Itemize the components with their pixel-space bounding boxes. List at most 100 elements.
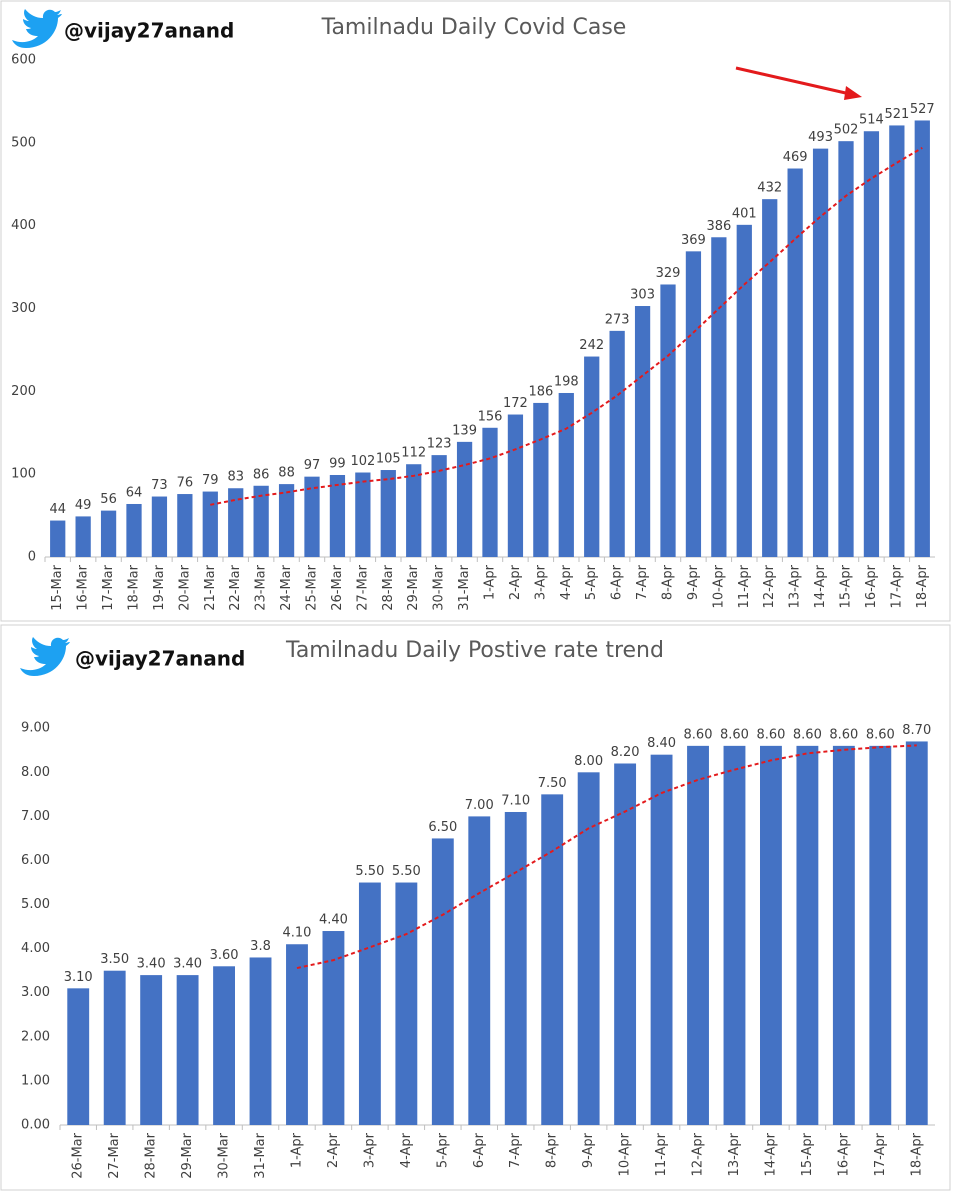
bar [482,427,498,557]
data-label: 3.8 [250,939,271,954]
bar [687,745,709,1125]
x-tick-label: 21-Mar [203,564,218,610]
bar [380,470,396,557]
x-tick-label: 15-Apr [800,1132,815,1176]
x-tick-label: 12-Apr [762,564,777,608]
handle: @vijay27anand [75,647,245,671]
bar [736,224,752,558]
x-tick-label: 11-Apr [737,564,752,608]
bar [151,496,168,557]
data-label: 49 [75,498,92,513]
bar [67,988,90,1125]
data-label: 139 [452,423,477,438]
x-tick-label: 17-Apr [873,1132,888,1176]
annotation-arrow [735,66,862,100]
data-label: 76 [177,476,194,491]
x-tick-label: 17-Apr [889,564,904,608]
bar [329,474,346,557]
x-tick-label: 2-Apr [326,1132,341,1168]
bar [812,148,829,558]
bar [253,485,269,557]
x-tick-label: 9-Apr [581,1132,596,1168]
bar [614,763,637,1125]
x-tick-label: 18-Mar [127,564,142,610]
y-tick-label: 9.00 [21,721,50,736]
data-label: 64 [126,485,143,500]
data-label: 8.00 [574,754,603,769]
data-label: 73 [151,478,168,493]
x-tick-label: 19-Mar [152,564,167,610]
x-tick-label: 8-Apr [545,1132,560,1168]
data-label: 44 [49,502,66,517]
x-tick-label: 10-Apr [711,564,726,608]
bar [176,975,199,1125]
bar [889,125,905,558]
data-label: 369 [681,233,706,248]
bar [796,745,819,1125]
data-label: 8.60 [756,727,785,742]
y-tick-label: 500 [11,135,36,150]
y-tick-label: 6.00 [21,853,50,868]
bar [787,168,803,558]
x-tick-label: 13-Apr [788,564,803,608]
twitter-logo [20,637,70,676]
y-tick-label: 200 [11,384,36,399]
y-tick-label: 300 [11,301,36,316]
chart-title: Tamilnadu Daily Covid Case [321,15,627,40]
bar [213,966,235,1125]
y-tick-label: 8.00 [21,765,50,780]
x-tick-label: 22-Mar [228,564,243,610]
data-label: 493 [808,130,833,145]
data-label: 3.40 [137,957,166,972]
data-label: 8.60 [720,727,749,742]
data-label: 8.20 [611,745,640,760]
bar [140,975,163,1125]
data-label: 8.60 [866,727,895,742]
twitter-logo [12,9,62,48]
x-tick-label: 30-Mar [217,1132,232,1178]
data-label: 105 [376,452,401,467]
data-label: 198 [554,374,579,389]
bar [322,931,345,1125]
data-label: 386 [706,219,731,234]
x-tick-label: 26-Mar [71,1132,86,1178]
bar [355,472,371,557]
y-tick-label: 0 [28,550,36,565]
x-tick-label: 28-Mar [381,564,396,610]
trendline [296,744,917,970]
bar [177,494,193,557]
y-tick-label: 600 [11,53,36,68]
chart-title: Tamilnadu Daily Postive rate trend [285,638,664,663]
bar [431,838,454,1125]
data-label: 172 [503,396,528,411]
bar [406,464,422,557]
x-tick-label: 29-Mar [406,564,421,610]
bar [50,520,66,557]
data-label: 79 [202,473,219,488]
y-tick-label: 2.00 [21,1029,50,1044]
x-tick-label: 4-Apr [399,1132,414,1168]
bar [760,745,782,1125]
y-tick-label: 400 [11,218,36,233]
trendline [210,146,923,506]
bar [533,402,549,557]
data-label: 83 [227,470,244,485]
data-label: 329 [656,266,681,281]
data-label: 8.70 [902,723,931,738]
data-label: 97 [304,458,321,473]
data-label: 432 [757,181,782,196]
x-tick-label: 26-Mar [330,564,345,610]
bar [634,306,651,557]
x-tick-label: 20-Mar [177,564,192,610]
bar [685,251,702,557]
bar [869,745,892,1125]
x-tick-label: 14-Apr [813,564,828,608]
x-tick-label: 15-Mar [50,564,65,610]
bar [304,476,320,557]
bar [507,414,524,557]
bar [650,754,673,1125]
x-tick-label: 2-Apr [508,564,523,600]
panel [0,624,951,1191]
data-label: 99 [329,456,346,471]
x-tick-label: 17-Mar [101,564,116,610]
